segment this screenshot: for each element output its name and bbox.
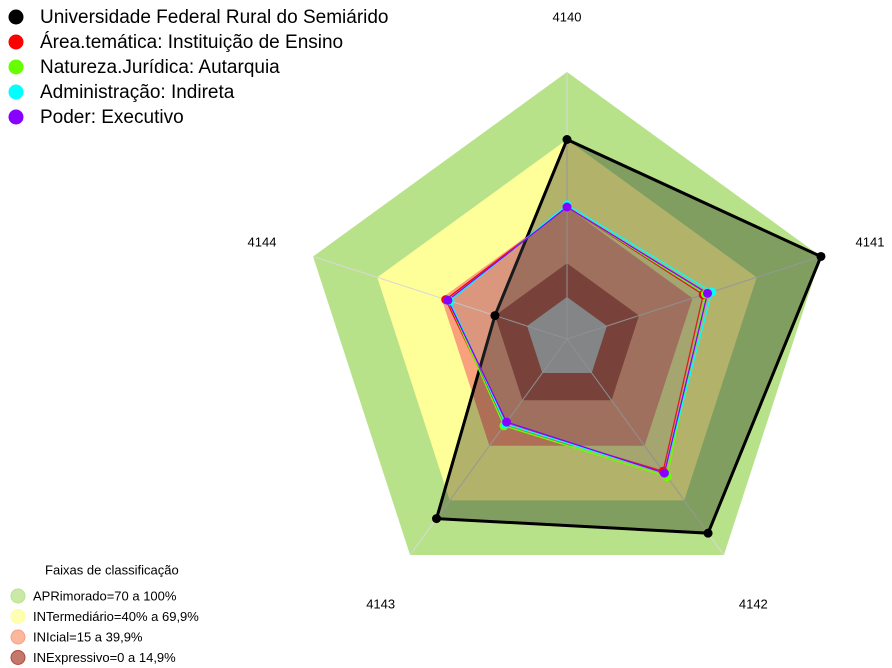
series-point (432, 514, 442, 524)
legend-label: Natureza.Jurídica: Autarquia (40, 57, 280, 78)
legend-marker (8, 109, 24, 125)
legend-label: Área.temática: Instituição de Ensino (40, 32, 343, 53)
legend-marker (8, 59, 24, 75)
axis-label: 4140 (553, 9, 582, 24)
band-legend-title: Faixas de classificação (45, 562, 179, 577)
band-legend-label: INIcial=15 a 39,9% (33, 629, 143, 644)
band-legend-label: APRimorado=70 a 100% (33, 588, 177, 603)
series-line (449, 203, 713, 474)
spoke (312, 256, 568, 340)
series-point (443, 295, 453, 305)
series-point (703, 528, 713, 538)
series-point (562, 135, 572, 144)
legend-label: Poder: Executivo (40, 107, 184, 128)
band-legend-marker (10, 650, 26, 665)
band-legend-label: INTermediário=40% a 69,9% (33, 609, 199, 624)
spoke (566, 256, 822, 340)
band-legend-marker (10, 609, 26, 624)
series-point (703, 288, 713, 298)
band-legend-label: INExpressivo=0 a 14,9% (33, 650, 176, 665)
legend-marker (8, 84, 24, 100)
series-point (816, 251, 826, 261)
legend-label: Administração: Indireta (40, 82, 235, 103)
legend-marker (8, 9, 24, 25)
axis-label: 4142 (739, 596, 768, 611)
series-point (562, 202, 572, 212)
axis-label: 4144 (248, 234, 277, 249)
series-point (502, 417, 512, 427)
band-legend-marker (10, 629, 26, 645)
axis-label: 4143 (366, 596, 395, 611)
series-point (659, 468, 669, 478)
legend-marker (8, 34, 24, 50)
band-legend-marker (10, 588, 26, 604)
axis-label: 4141 (856, 234, 885, 249)
series-point (490, 311, 500, 321)
series-line (447, 206, 709, 474)
spoke (566, 338, 725, 556)
legend-label: Universidade Federal Rural do Semiárido (40, 7, 389, 28)
